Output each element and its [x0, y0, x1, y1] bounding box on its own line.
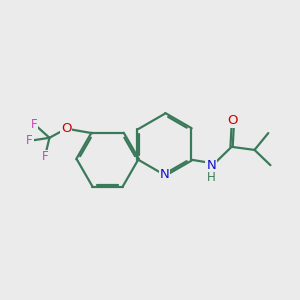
Text: F: F [26, 134, 33, 147]
Text: F: F [42, 150, 48, 163]
Text: N: N [206, 160, 216, 172]
Text: O: O [61, 122, 71, 135]
Text: N: N [160, 169, 169, 182]
Text: H: H [207, 171, 215, 184]
Text: F: F [31, 118, 38, 130]
Text: O: O [227, 114, 238, 127]
